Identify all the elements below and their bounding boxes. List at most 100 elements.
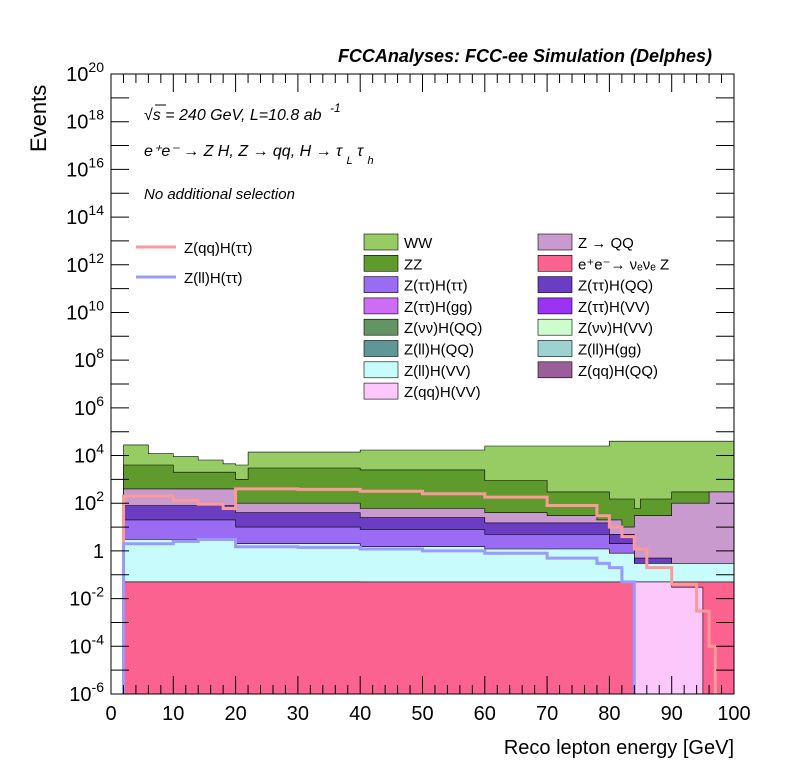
y-tick-label-exponent: 10 (88, 297, 104, 313)
y-tick-label-base: 10 (69, 684, 91, 706)
y-tick-label-exponent: -6 (92, 679, 105, 695)
process-subscript-1: L (346, 155, 352, 167)
legend-fill-label: Z(νν)H(VV) (578, 320, 653, 337)
legend-fill-swatch (537, 276, 573, 293)
legend-fill-label: Z(ll)H(gg) (578, 342, 641, 359)
y-tick-label: 1010 (66, 297, 104, 324)
legend-fill-swatch (363, 255, 399, 272)
x-tick-label: 20 (224, 703, 246, 725)
legend-fill-swatch (537, 318, 573, 336)
x-tick-label: 40 (349, 703, 371, 725)
x-tick-label: 70 (536, 703, 558, 725)
legend-fill-label: ZZ (404, 256, 422, 273)
y-tick-label: 1020 (66, 59, 104, 86)
y-tick-label: 10-6 (69, 679, 104, 706)
y-tick-label-base: 10 (74, 350, 96, 372)
y-tick-label-base: 10 (66, 207, 88, 229)
legend-fill-label: Z(qq)H(VV) (404, 384, 481, 401)
legend-fill-swatch (537, 297, 573, 315)
y-tick-label: 1012 (66, 250, 104, 277)
y-tick-label: 1 (93, 541, 104, 563)
legend-fill-label: Z(ll)H(QQ) (404, 342, 474, 359)
y-tick-label-base: 10 (74, 493, 96, 515)
legend-fill-label: Z(ττ)H(gg) (404, 299, 473, 316)
y-tick-label-exponent: 12 (88, 250, 104, 266)
y-tick-label-base: 10 (66, 302, 88, 324)
legend-fill-label: Z(νν)H(QQ) (404, 320, 482, 337)
y-axis-label: Events (26, 85, 51, 152)
plot-area (122, 437, 735, 695)
legend-fill-swatch (363, 276, 399, 293)
legend-fill-label: Z(ττ)H(ττ) (404, 278, 468, 295)
y-tick-label-exponent: -2 (92, 584, 105, 600)
legend: Z(qq)H(ττ) Z(ll)H(ττ) WW ZZ Z(ττ)H(ττ) Z(ττ)H… (136, 233, 669, 401)
legend-fill-label: Z(ll)H(VV) (404, 363, 471, 380)
process-subscript-2: h (368, 155, 374, 167)
y-tick-label: 104 (74, 441, 104, 468)
x-tick-label: 50 (411, 703, 433, 725)
x-axis-label: Reco lepton energy [GeV] (504, 737, 734, 759)
legend-fill-label: Z(ττ)H(QQ) (578, 278, 653, 295)
legend-fill-swatch (363, 318, 399, 336)
y-tick-label-exponent: 2 (96, 488, 104, 504)
legend-fill-label: Z(qq)H(QQ) (578, 363, 658, 380)
y-tick-label-base: 10 (66, 112, 88, 134)
x-tick-label: 60 (474, 703, 496, 725)
x-axis-ticks: 0 10 20 30 40 50 60 70 80 90 100 (105, 74, 751, 725)
selection-text: No additional selection (144, 186, 295, 203)
y-tick-label: 1018 (66, 107, 104, 134)
y-tick-label: 1014 (66, 202, 104, 229)
process-tau-2: τ (357, 143, 364, 160)
y-tick-label-base: 10 (69, 589, 91, 611)
legend-fill-swatch (537, 340, 573, 357)
x-tick-label: 100 (717, 703, 750, 725)
process-text: e⁺e⁻ → Z H, Z → qq, H → τ L τ h (144, 143, 374, 168)
stack-layer-9 (634, 581, 704, 695)
y-tick-label-exponent: 18 (88, 107, 104, 123)
legend-fill-swatch (537, 361, 573, 379)
y-tick-label-exponent: 8 (96, 345, 104, 361)
y-tick-label: 10-4 (69, 631, 104, 658)
energy-lumi-main: √s = 240 GeV, L=10.8 ab (144, 107, 322, 124)
y-tick-label-base: 10 (66, 159, 88, 181)
y-tick-label-base: 1 (93, 541, 104, 563)
y-tick-label-exponent: 4 (96, 441, 104, 457)
y-tick-label: 1016 (66, 154, 104, 181)
legend-fill-swatch (363, 361, 399, 379)
legend-fill-swatch (363, 233, 399, 251)
y-tick-label-base: 10 (66, 255, 88, 277)
x-tick-label: 80 (598, 703, 620, 725)
y-tick-label-base: 10 (66, 64, 88, 86)
series-line-0 (122, 487, 717, 694)
x-tick-label: 10 (162, 703, 184, 725)
y-tick-label-exponent: 20 (88, 59, 104, 75)
y-tick-label: 106 (74, 393, 104, 420)
y-tick-label: 10-2 (69, 584, 104, 611)
y-tick-label-exponent: -4 (92, 631, 105, 647)
y-tick-label: 108 (74, 345, 104, 372)
legend-fill-label: Z → QQ (578, 235, 634, 252)
legend-fill-label: Z(ττ)H(VV) (578, 299, 650, 316)
y-tick-label-base: 10 (74, 446, 96, 468)
y-tick-label-exponent: 6 (96, 393, 104, 409)
chart-header-title: FCCAnalyses: FCC-ee Simulation (Delphes) (338, 46, 712, 66)
y-tick-label-base: 10 (69, 636, 91, 658)
x-tick-label: 0 (105, 703, 116, 725)
y-axis-ticks: 10-610-410-21102104106108101010121014101… (66, 59, 734, 706)
process-main: e⁺e⁻ → Z H, Z → qq, H → τ (144, 143, 343, 160)
y-tick-label-base: 10 (74, 398, 96, 420)
y-tick-label-exponent: 16 (88, 154, 104, 170)
legend-fill-swatch (537, 255, 573, 272)
legend-fill-label: WW (404, 235, 433, 252)
legend-line-label: Z(ll)H(ττ) (184, 270, 243, 287)
legend-line-label: Z(qq)H(ττ) (184, 240, 253, 257)
y-tick-label: 102 (74, 488, 104, 515)
legend-fill-swatch (363, 297, 399, 315)
legend-fill-swatch (363, 382, 399, 400)
legend-fill-swatch (537, 233, 573, 251)
legend-fill-swatch (363, 340, 399, 357)
x-tick-label: 90 (661, 703, 683, 725)
series-line-1 (122, 538, 636, 694)
y-tick-label-exponent: 14 (88, 202, 104, 218)
